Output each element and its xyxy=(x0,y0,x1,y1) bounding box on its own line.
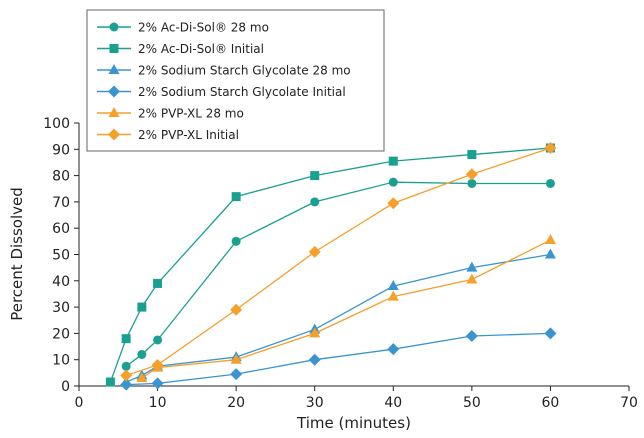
legend-box xyxy=(86,9,385,152)
data-point xyxy=(387,290,399,301)
legend-marker xyxy=(108,64,120,74)
data-point xyxy=(230,368,243,381)
legend-label: 2% Sodium Starch Glycolate Initial xyxy=(138,85,346,99)
data-point xyxy=(544,248,556,259)
data-point xyxy=(466,261,478,272)
data-point xyxy=(105,377,115,387)
legend-item: 2% Sodium Starch Glycolate Initial xyxy=(97,85,346,99)
data-point xyxy=(388,177,398,187)
series-line xyxy=(141,239,551,379)
y-tick-label: 90 xyxy=(52,142,70,158)
x-axis-title: Time (minutes) xyxy=(296,414,411,432)
x-tick-label: 60 xyxy=(542,395,560,411)
data-point xyxy=(308,353,321,366)
data-point xyxy=(387,197,400,210)
data-point xyxy=(387,343,400,356)
y-tick-label: 30 xyxy=(52,300,70,316)
data-point xyxy=(230,303,243,316)
series-3 xyxy=(120,248,556,387)
x-tick-label: 20 xyxy=(227,395,245,411)
data-point xyxy=(121,361,131,371)
data-point xyxy=(151,358,164,371)
data-point xyxy=(544,141,557,154)
data-point xyxy=(121,334,131,344)
data-point xyxy=(120,378,133,391)
y-tick-label: 80 xyxy=(52,169,70,185)
data-point xyxy=(309,327,321,338)
legend-label: 2% PVP-XL 28 mo xyxy=(138,107,244,121)
data-point xyxy=(467,178,477,188)
legend-item: 2% PVP-XL Initial xyxy=(97,128,239,142)
data-point xyxy=(387,280,399,291)
data-point xyxy=(544,234,556,245)
legend-marker xyxy=(108,85,120,98)
legend: 2% Ac-Di-Sol® 28 mo 2% Ac-Di-Sol® Initial… xyxy=(86,9,385,152)
legend-label: 2% Ac-Di-Sol® Initial xyxy=(138,42,264,56)
x-tick-label: 30 xyxy=(306,395,324,411)
legend-item: 2% Ac-Di-Sol® Initial xyxy=(97,42,264,56)
legend-item: 2% Sodium Starch Glycolate 28 mo xyxy=(97,64,351,78)
data-point xyxy=(544,327,557,340)
data-point xyxy=(308,245,321,258)
legend-label: 2% PVP-XL Initial xyxy=(138,128,239,142)
y-tick-label: 10 xyxy=(52,353,70,369)
data-point xyxy=(120,369,133,382)
x-tick-label: 70 xyxy=(620,395,638,411)
data-point xyxy=(465,330,478,343)
legend-marker xyxy=(109,22,119,32)
series-line xyxy=(125,253,551,383)
series-1 xyxy=(121,177,555,371)
data-point xyxy=(310,197,320,207)
legend-marker xyxy=(108,128,120,141)
y-axis-ticks: 0 10 20 30 40 50 60 70 80 90 100 xyxy=(43,116,79,395)
series-4 xyxy=(120,327,557,391)
data-point xyxy=(231,236,241,246)
data-point xyxy=(137,349,147,359)
series-layer xyxy=(105,141,557,391)
plot-area: 0 10 20 30 40 50 60 70 0 10 20 30 40 50 60 70 80 90 100 xyxy=(43,116,638,411)
data-point xyxy=(231,192,241,202)
y-axis-title: Percent Dissolved xyxy=(8,187,26,321)
data-point xyxy=(137,302,147,312)
series-line xyxy=(125,147,551,377)
data-point xyxy=(388,156,398,166)
data-point xyxy=(545,178,555,188)
legend-item: 2% PVP-XL 28 mo xyxy=(97,107,244,121)
y-tick-label: 50 xyxy=(52,248,70,264)
y-tick-label: 70 xyxy=(52,195,70,211)
legend-label: 2% Sodium Starch Glycolate 28 mo xyxy=(138,64,351,78)
legend-label: 2% Ac-Di-Sol® 28 mo xyxy=(138,21,269,35)
legend-marker xyxy=(109,44,119,53)
y-tick-label: 40 xyxy=(52,274,70,290)
x-tick-label: 10 xyxy=(149,395,167,411)
series-line xyxy=(126,332,551,386)
data-point xyxy=(153,335,163,345)
y-tick-label: 20 xyxy=(52,326,70,342)
data-point xyxy=(467,150,477,160)
series-5 xyxy=(136,234,556,383)
x-tick-label: 50 xyxy=(463,395,481,411)
data-point xyxy=(310,171,320,181)
y-tick-label: 60 xyxy=(52,221,70,237)
x-tick-label: 0 xyxy=(75,395,84,411)
legend-marker xyxy=(108,107,120,117)
data-point xyxy=(466,273,478,284)
x-axis-ticks: 0 10 20 30 40 50 60 70 xyxy=(75,386,638,411)
series-6 xyxy=(120,141,557,382)
legend-item: 2% Ac-Di-Sol® 28 mo xyxy=(97,21,269,35)
x-tick-label: 40 xyxy=(384,395,402,411)
data-point xyxy=(153,278,163,288)
y-tick-label: 0 xyxy=(61,379,70,395)
data-point xyxy=(151,377,164,390)
data-point xyxy=(136,372,148,383)
y-tick-label: 100 xyxy=(43,116,70,132)
data-point xyxy=(230,353,242,364)
data-point xyxy=(465,168,478,181)
series-line xyxy=(125,181,551,367)
